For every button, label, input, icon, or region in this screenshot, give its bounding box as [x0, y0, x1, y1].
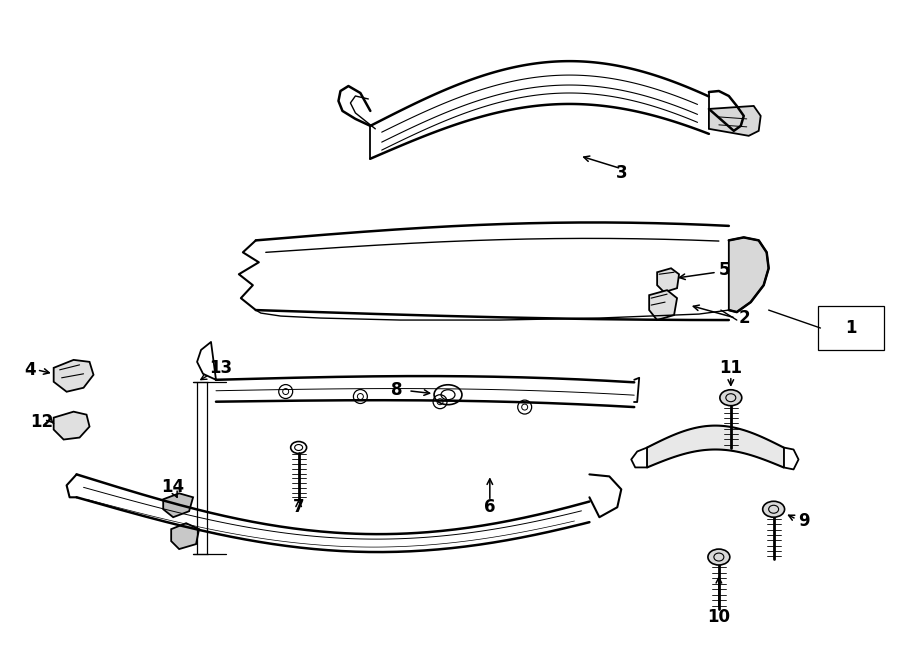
Text: 3: 3: [616, 164, 627, 182]
Polygon shape: [163, 493, 194, 517]
Text: 8: 8: [391, 381, 402, 399]
Polygon shape: [171, 524, 199, 549]
Polygon shape: [54, 412, 89, 440]
Ellipse shape: [720, 390, 742, 406]
Text: 13: 13: [209, 359, 232, 377]
Polygon shape: [649, 290, 677, 320]
Ellipse shape: [708, 549, 730, 565]
Text: 12: 12: [30, 412, 53, 430]
FancyBboxPatch shape: [818, 306, 884, 350]
Text: 9: 9: [798, 512, 810, 530]
Polygon shape: [647, 426, 784, 467]
Polygon shape: [729, 237, 769, 312]
Polygon shape: [54, 360, 94, 392]
Text: 6: 6: [484, 498, 496, 516]
Text: 7: 7: [292, 498, 304, 516]
Text: 10: 10: [707, 608, 731, 626]
Text: 14: 14: [162, 479, 184, 496]
Ellipse shape: [762, 501, 785, 517]
Text: 1: 1: [846, 319, 857, 337]
Polygon shape: [709, 106, 760, 136]
Polygon shape: [657, 268, 679, 292]
Text: 11: 11: [719, 359, 742, 377]
Text: 4: 4: [24, 361, 36, 379]
Text: 2: 2: [739, 309, 751, 327]
Text: 5: 5: [719, 261, 731, 279]
